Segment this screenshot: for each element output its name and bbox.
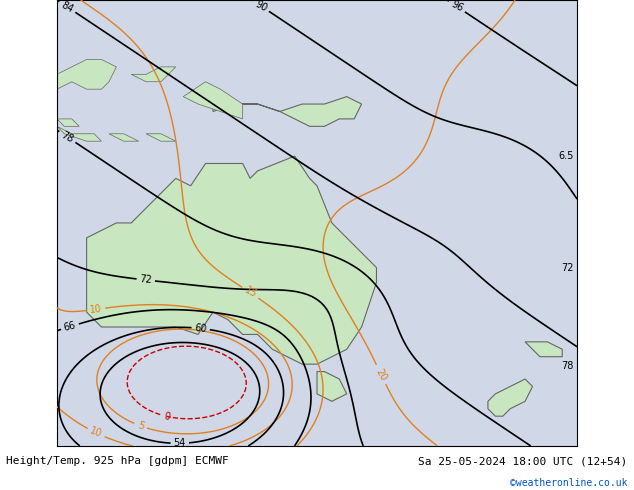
Text: 20: 20: [373, 367, 389, 382]
Text: 10: 10: [89, 426, 103, 440]
Text: 72: 72: [561, 263, 573, 272]
Text: Height/Temp. 925 hPa [gdpm] ECMWF: Height/Temp. 925 hPa [gdpm] ECMWF: [6, 456, 229, 466]
Text: 15: 15: [243, 285, 258, 300]
Text: 54: 54: [174, 438, 186, 448]
Polygon shape: [525, 342, 562, 357]
Text: 10: 10: [89, 304, 103, 315]
Polygon shape: [57, 119, 79, 126]
Text: 0: 0: [163, 411, 171, 422]
Text: 72: 72: [139, 274, 152, 286]
Polygon shape: [213, 97, 361, 126]
Polygon shape: [146, 134, 176, 141]
Text: 6.5: 6.5: [558, 151, 573, 161]
Text: 5: 5: [136, 420, 145, 432]
Polygon shape: [488, 379, 533, 416]
Text: 90: 90: [253, 0, 269, 13]
Text: 66: 66: [63, 320, 77, 333]
Text: 78: 78: [60, 130, 75, 145]
Polygon shape: [109, 134, 139, 141]
Polygon shape: [57, 126, 101, 141]
Polygon shape: [57, 59, 117, 89]
Text: 96: 96: [449, 0, 465, 14]
Text: 78: 78: [561, 361, 573, 370]
Polygon shape: [317, 371, 347, 401]
Text: 60: 60: [194, 323, 207, 334]
Text: Sa 25-05-2024 18:00 UTC (12+54): Sa 25-05-2024 18:00 UTC (12+54): [418, 456, 628, 466]
Polygon shape: [87, 156, 377, 364]
Polygon shape: [183, 82, 243, 119]
Text: ©weatheronline.co.uk: ©weatheronline.co.uk: [510, 478, 628, 489]
Text: 84: 84: [60, 0, 75, 14]
Polygon shape: [131, 67, 176, 82]
